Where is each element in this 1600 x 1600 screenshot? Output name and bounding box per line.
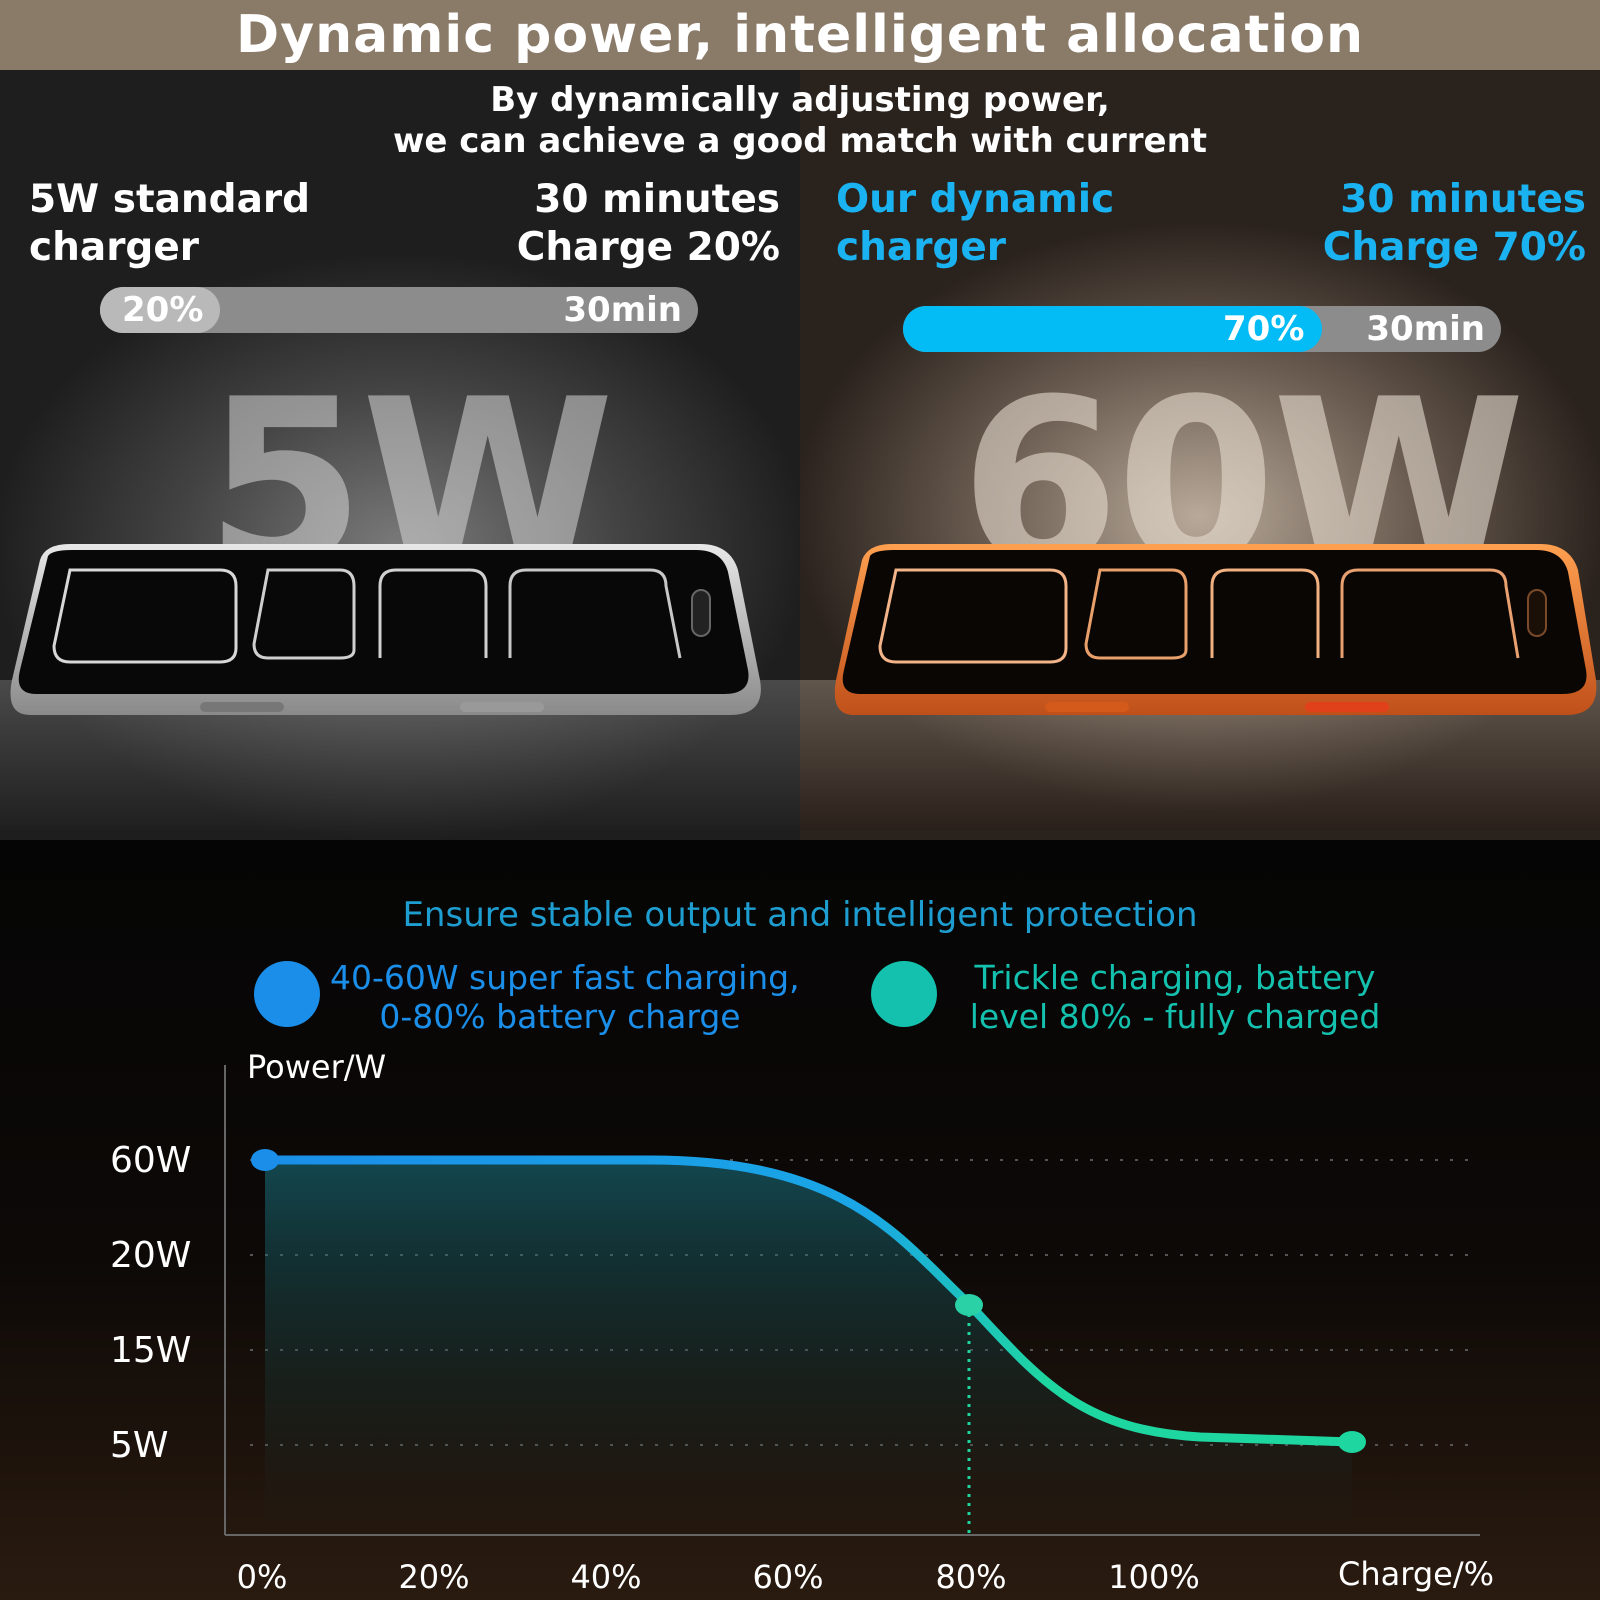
blue-dot-icon (254, 961, 320, 1027)
x-axis-title: Charge/% (1338, 1555, 1494, 1593)
standard-phone-image (0, 544, 800, 830)
standard-progress-fill (100, 287, 220, 333)
x-tick-label: 0% (237, 1558, 288, 1596)
x-tick-label: 60% (752, 1558, 823, 1596)
y-tick-label: 5W (110, 1425, 169, 1466)
subtitle-line-2: we can achieve a good match with current (392, 121, 1208, 161)
dynamic-charger-name: Our dynamic charger (836, 177, 1115, 270)
y-tick-label: 60W (110, 1140, 191, 1181)
dynamic-progress-bar: 70% 30min (903, 306, 1501, 352)
x-tick-label: 20% (398, 1558, 469, 1596)
x-tick-label: 40% (570, 1558, 641, 1596)
header-banner: Dynamic power, intelligent allocation (0, 0, 1600, 70)
dynamic-phone-image (800, 544, 1600, 830)
dynamic-progress-time: 30min (1366, 309, 1485, 349)
standard-charge-result: 30 minutes Charge 20% (516, 177, 780, 270)
standard-progress-bar: 20% 30min (100, 287, 698, 333)
standard-progress-time: 30min (563, 290, 682, 330)
y-tick-label: 15W (110, 1330, 191, 1371)
legend-fast-charging: 40-60W super fast charging, 0-80% batter… (330, 958, 800, 1036)
standard-charger-name: 5W standard charger (29, 177, 311, 270)
standard-progress-percent: 20% (122, 290, 204, 330)
y-axis-title: Power/W (247, 1048, 386, 1086)
dynamic-charge-result: 30 minutes Charge 70% (1322, 177, 1586, 270)
chart-heading: Ensure stable output and intelligent pro… (402, 895, 1198, 935)
y-tick-label: 20W (110, 1235, 191, 1276)
curve-area-fill (265, 1160, 1352, 1535)
subtitle: By dynamically adjusting power, we can a… (0, 80, 1600, 162)
dynamic-progress-fill (903, 306, 1322, 352)
dynamic-progress-percent: 70% (1223, 309, 1305, 349)
point-start-60w (251, 1149, 279, 1171)
dynamic-charger-panel: 60W (800, 70, 1600, 840)
teal-dot-icon (871, 961, 937, 1027)
x-tick-label: 80% (935, 1558, 1006, 1596)
point-end-5w (1338, 1431, 1366, 1453)
x-tick-label: 100% (1108, 1558, 1199, 1596)
page-title: Dynamic power, intelligent allocation (236, 5, 1364, 65)
subtitle-line-1: By dynamically adjusting power, (490, 80, 1110, 120)
point-80-percent (955, 1294, 983, 1316)
legend-trickle-charging: Trickle charging, battery level 80% - fu… (969, 958, 1381, 1036)
standard-charger-panel: 5W (0, 70, 800, 840)
